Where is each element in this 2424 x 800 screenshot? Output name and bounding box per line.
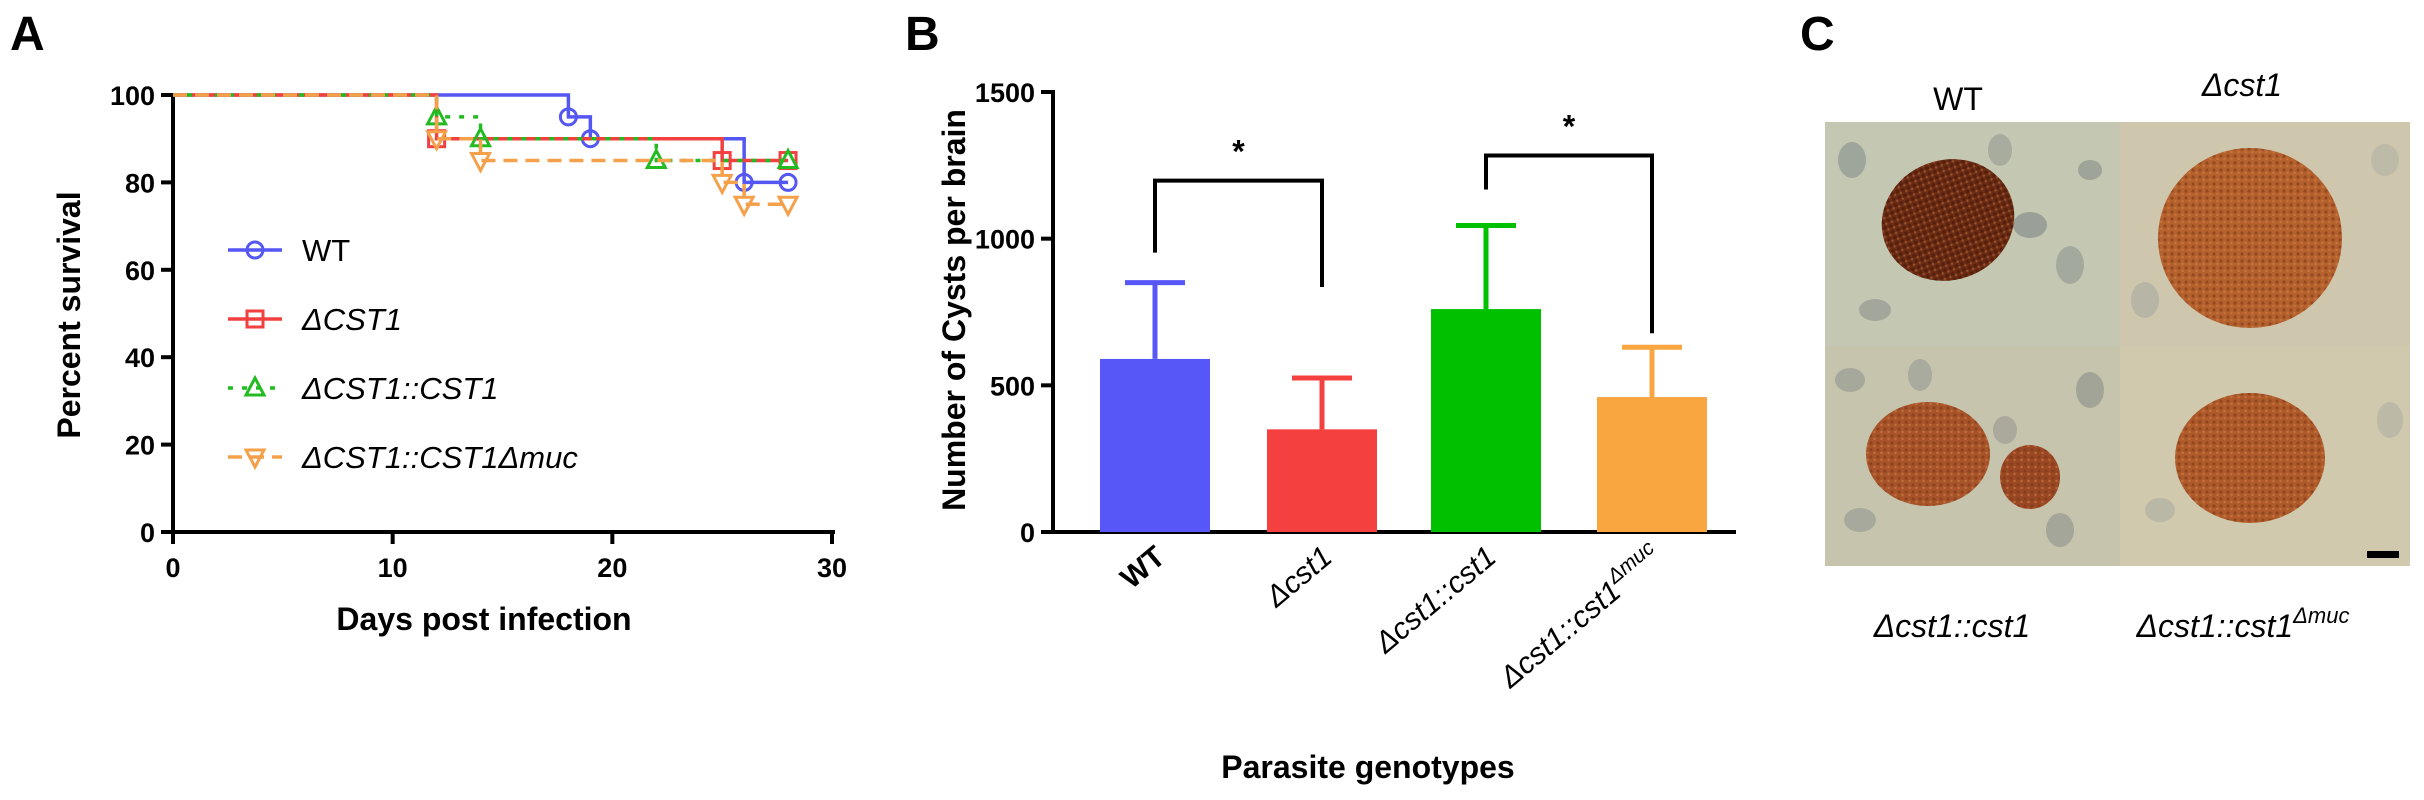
survival-y-axis-title: Percent survival xyxy=(51,191,87,438)
panel-label-c: C xyxy=(1800,8,1835,61)
significance-bracket xyxy=(1153,178,1324,287)
legend-label: WT xyxy=(302,233,350,268)
micrograph-label-dcst1: Δcst1 xyxy=(2201,67,2282,103)
survival-point xyxy=(776,195,800,218)
legend-swatch-marker xyxy=(245,240,265,260)
significance-label: * xyxy=(1563,108,1576,144)
bar-dcst1 xyxy=(1267,429,1377,532)
survival-y-tick-label: 60 xyxy=(125,256,155,286)
micrograph-dcst1-cst1 xyxy=(1825,346,2120,566)
category-label-text: WT xyxy=(1115,540,1172,595)
survival-y-tick-label: 40 xyxy=(125,343,155,373)
survival-series-dcst1 xyxy=(173,93,798,171)
legend-item-dcst1-cst1dmuc: ΔCST1::CST1Δmuc xyxy=(228,440,578,475)
legend-swatch-marker xyxy=(243,448,267,471)
legend-item-dcst1-cst1: ΔCST1::CST1 xyxy=(228,371,499,406)
significance-bracket xyxy=(1484,153,1654,334)
micrograph-label-dcst1-cst1: Δcst1::cst1 xyxy=(1873,608,2031,644)
cyst-y-tick-label: 1000 xyxy=(975,225,1035,255)
legend-item-wt: WT xyxy=(228,233,350,268)
survival-y-tick-label: 100 xyxy=(110,81,155,111)
legend-item-dcst1: ΔCST1 xyxy=(228,302,402,337)
micrograph-dcst1-cst1-dmuc xyxy=(2120,346,2410,566)
category-label-text: Δcst1::cst1 xyxy=(1368,540,1502,660)
scale-bar xyxy=(2367,551,2399,558)
micrograph-label-dcst1-cst1-dmuc: Δcst1::cst1Δmuc xyxy=(2136,603,2350,644)
survival-series-wt xyxy=(173,93,798,192)
category-label-text: Δcst1 xyxy=(1259,540,1339,614)
legend-label: ΔCST1::CST1 xyxy=(301,371,499,406)
category-label-dcst1-cst1dmuc: Δcst1::cst1Δmuc xyxy=(1490,536,1669,695)
survival-series-dcst1-cst1 xyxy=(173,93,800,170)
survival-x-tick-label: 30 xyxy=(817,553,847,583)
survival-line xyxy=(173,93,789,206)
survival-y-tick-label: 80 xyxy=(125,168,155,198)
survival-point xyxy=(776,147,800,170)
panel-label-b: B xyxy=(905,8,940,61)
micrograph-label-wt: WT xyxy=(1933,81,1983,117)
legend-label: ΔCST1::CST1Δmuc xyxy=(301,440,578,475)
micrograph-panel: WT Δcst1 xyxy=(1825,67,2410,644)
category-label-dcst1: Δcst1 xyxy=(1259,540,1339,614)
cyst-x-axis-title: Parasite genotypes xyxy=(1221,749,1514,785)
category-label-sup: Δmuc xyxy=(1602,536,1659,589)
cyst-y-axis-title: Number of Cysts per brain xyxy=(936,109,972,511)
micrograph-dcst1 xyxy=(2120,122,2410,346)
micrograph-wt xyxy=(1825,122,2120,346)
bar-dcst1-cst1 xyxy=(1431,309,1541,532)
significance-label: * xyxy=(1232,134,1245,170)
survival-x-tick-label: 10 xyxy=(378,553,408,583)
category-label-dcst1-cst1: Δcst1::cst1 xyxy=(1368,540,1502,660)
survival-x-tick-label: 20 xyxy=(597,553,627,583)
survival-x-axis-title: Days post infection xyxy=(336,601,631,637)
legend-label: ΔCST1 xyxy=(301,302,402,337)
survival-y-tick-label: 0 xyxy=(140,518,155,548)
survival-x-tick-label: 0 xyxy=(165,553,180,583)
category-label-wt: WT xyxy=(1115,540,1172,595)
legend-swatch-marker xyxy=(245,309,265,329)
category-label-text: Δcst1::cst1 xyxy=(1493,575,1627,695)
survival-point xyxy=(778,172,798,192)
survival-point xyxy=(710,173,734,196)
bar-wt xyxy=(1100,358,1210,532)
survival-point xyxy=(425,130,449,152)
cyst-y-tick-label: 0 xyxy=(1020,518,1035,548)
cyst-y-tick-label: 500 xyxy=(990,371,1035,401)
survival-point xyxy=(732,195,756,218)
survival-point xyxy=(469,152,493,174)
survival-point xyxy=(558,107,578,127)
cyst-y-tick-label: 1500 xyxy=(975,78,1035,108)
bar-dcst1-cst1dmuc xyxy=(1597,397,1707,532)
panel-label-a: A xyxy=(10,8,45,61)
survival-series-dcst1-cst1dmuc xyxy=(173,93,800,218)
legend-swatch-marker xyxy=(243,374,267,397)
survival-y-tick-label: 20 xyxy=(125,431,155,461)
